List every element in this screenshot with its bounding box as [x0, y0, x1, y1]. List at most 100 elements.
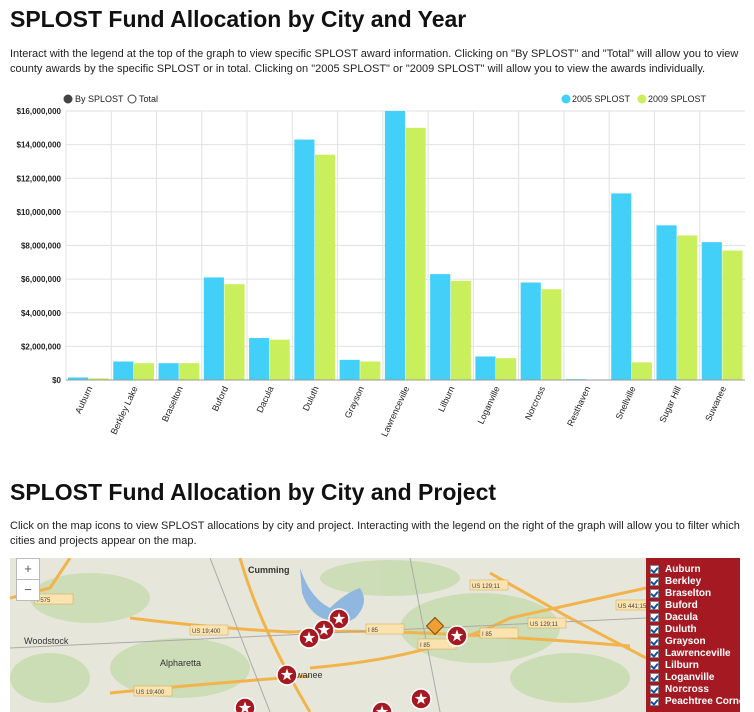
legend-item[interactable]: Duluth [646, 624, 740, 636]
road-shield [527, 617, 567, 629]
bar[interactable] [203, 277, 224, 380]
heading: SPLOST Fund Allocation by City and Year [10, 6, 467, 32]
bar[interactable] [541, 289, 562, 380]
bar[interactable] [88, 378, 109, 380]
bar[interactable] [249, 337, 270, 380]
map-place: Alpharetta [160, 658, 201, 668]
map-place: Woodstock [24, 636, 69, 646]
legend-label[interactable]: 2005 SPLOST [572, 94, 631, 104]
y-tick-label: $4,000,000 [21, 309, 62, 318]
marker-star[interactable] [450, 629, 464, 642]
chart: By SPLOST Total 2005 SPLOST 2009 SPLOST $0 $2… [17, 94, 745, 439]
bar[interactable] [475, 356, 496, 380]
bar[interactable] [133, 363, 155, 380]
radio[interactable] [127, 94, 137, 104]
legend-item[interactable]: Auburn [646, 564, 740, 576]
legend-item[interactable]: Grayson [646, 636, 740, 648]
road-label: I 85 [482, 632, 493, 638]
y-tick-label: $14,000,000 [17, 141, 62, 150]
road-label: US 129;11 [530, 622, 559, 628]
x-tick-label: Lawrenceville [379, 385, 411, 439]
x-tick-label: Loganville [476, 385, 502, 426]
legend-item[interactable]: Norcross [646, 684, 740, 696]
x-tick-label: Norcross [523, 384, 547, 421]
road-shield [133, 685, 173, 697]
marker-star[interactable] [280, 668, 294, 681]
y-tick-label: $2,000,000 [21, 342, 62, 351]
bar[interactable] [677, 235, 698, 380]
bar[interactable] [269, 339, 290, 380]
marker-star[interactable] [302, 631, 316, 644]
legend-item[interactable]: Berkley [646, 576, 740, 588]
bar[interactable] [722, 250, 743, 380]
road-shield [479, 627, 519, 639]
bar[interactable] [179, 363, 200, 380]
road-label: US 19;400 [192, 629, 221, 635]
legend-item[interactable]: Lilburn [646, 660, 740, 672]
project-icon[interactable] [425, 616, 445, 636]
x-tick-label: Berkley Lake [109, 385, 140, 436]
legend-item[interactable]: Peachtree Corners [646, 696, 740, 708]
bar[interactable] [656, 225, 677, 380]
marker-star[interactable] [375, 705, 389, 712]
road-shield [189, 624, 229, 636]
legend-item[interactable]: Lawrenceville [646, 648, 740, 660]
legend-swatch[interactable] [561, 94, 571, 104]
x-tick-label: Snellville [614, 385, 638, 421]
legend-item[interactable]: Dacula [646, 612, 740, 624]
zoom-in[interactable]: + [16, 558, 40, 580]
road-label: I 85 [420, 643, 431, 649]
zoom-out[interactable]: − [16, 579, 40, 601]
x-tick-label: Buford [210, 385, 230, 413]
marker-star[interactable] [317, 623, 331, 636]
marker-star[interactable] [332, 612, 346, 625]
map-legend: Auburn Berkley Braselton Buford Dacula Duluth… [646, 558, 740, 712]
y-tick-label: $0 [52, 376, 61, 385]
bar[interactable] [113, 361, 134, 380]
y-tick-label: $12,000,000 [17, 174, 62, 183]
bar[interactable] [360, 361, 381, 380]
x-tick-label: Suwanee [703, 385, 728, 423]
radio-label[interactable]: Total [139, 94, 158, 104]
bar[interactable] [294, 139, 315, 380]
bar[interactable] [68, 377, 89, 380]
bar[interactable] [224, 284, 245, 380]
road-label: US 19;400 [136, 690, 165, 696]
radio-label[interactable]: By SPLOST [75, 94, 124, 104]
bar[interactable] [450, 280, 471, 380]
radio[interactable] [63, 94, 73, 104]
x-tick-label: Duluth [301, 385, 321, 413]
x-tick-label: Resthaven [565, 385, 592, 428]
bar[interactable] [611, 193, 632, 380]
bar[interactable] [158, 363, 179, 380]
road-label: US 441;15 [618, 604, 647, 610]
bar[interactable] [520, 282, 541, 380]
legend-item[interactable]: Braselton [646, 588, 740, 600]
x-tick-label: Grayson [343, 385, 366, 420]
heading: SPLOST Fund Allocation by City and Proje… [10, 479, 497, 505]
bar[interactable] [384, 111, 405, 380]
description: Click on the map icons to view SPLOST al… [10, 520, 740, 547]
road-label: US 129;11 [472, 584, 501, 590]
map[interactable]: Cumming Woodstock Alpharetta Suwanee I 575 US… [10, 558, 740, 712]
bar[interactable] [496, 358, 517, 380]
map-canvas[interactable]: Cumming Woodstock Alpharetta Suwanee I 575 US… [10, 558, 740, 712]
marker-star[interactable] [238, 701, 252, 712]
bar[interactable] [339, 359, 360, 380]
x-tick-label: Dacula [255, 385, 276, 415]
legend-item[interactable]: Loganville [646, 672, 740, 684]
legend-label[interactable]: 2009 SPLOST [648, 94, 707, 104]
bar[interactable] [631, 362, 652, 380]
x-tick-label: Braselton [160, 385, 185, 424]
bar[interactable] [701, 242, 722, 380]
y-tick-label: $8,000,000 [21, 242, 62, 251]
bar[interactable] [405, 127, 426, 380]
marker-star[interactable] [414, 692, 428, 705]
road-label: I 575 [37, 598, 51, 604]
legend-item[interactable]: Buford [646, 600, 740, 612]
bar[interactable] [314, 154, 336, 380]
bar[interactable] [430, 274, 451, 380]
x-tick-label: Auburn [73, 385, 94, 416]
legend-swatch[interactable] [637, 94, 647, 104]
